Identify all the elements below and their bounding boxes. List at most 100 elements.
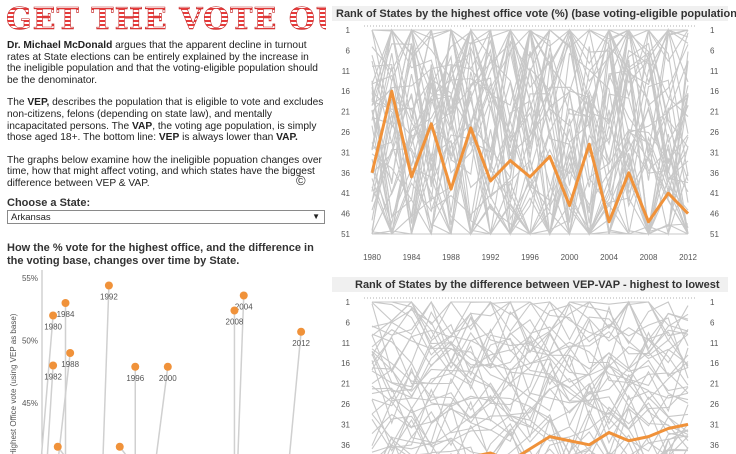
intro-paragraph-2: The VEP, describes the population that i… bbox=[7, 97, 324, 144]
y-tick-label-right: 36 bbox=[710, 169, 719, 178]
state-line bbox=[371, 415, 628, 454]
scatter-point bbox=[53, 442, 62, 451]
scatter-connector bbox=[58, 352, 71, 454]
y-tick-label-left: 6 bbox=[346, 46, 351, 55]
x-tick-label: 1992 bbox=[482, 253, 500, 262]
scatter-title: How the % vote for the highest office, a… bbox=[7, 242, 314, 267]
scatter-chart: Highest Office vote (using VEP as base) 5… bbox=[9, 270, 311, 454]
state-line bbox=[371, 310, 689, 386]
state-line bbox=[371, 388, 689, 452]
scatter-point bbox=[49, 311, 58, 320]
x-tick-label: 2004 bbox=[600, 253, 618, 262]
state-line bbox=[371, 30, 689, 235]
x-tick-label: 2000 bbox=[561, 253, 579, 262]
y-tick-label-right: 21 bbox=[710, 380, 719, 389]
y-tick-label-left: 6 bbox=[346, 318, 351, 327]
bottom-chart-title: Rank of States by the difference between… bbox=[355, 279, 720, 291]
scatter-point-label: 2004 bbox=[235, 303, 253, 312]
state-line bbox=[371, 429, 689, 454]
state-line bbox=[371, 418, 689, 454]
scatter-point bbox=[239, 291, 248, 300]
highlight-state-line bbox=[370, 89, 690, 224]
y-tick-label-left: 41 bbox=[341, 189, 350, 198]
y-tick-label-right: 36 bbox=[710, 441, 719, 450]
y-tick-label-left: 51 bbox=[341, 230, 350, 239]
scatter-point bbox=[297, 327, 306, 336]
state-line bbox=[383, 416, 689, 454]
scatter-point-label: 1984 bbox=[57, 310, 75, 319]
scatter-y-tick-label: 55% bbox=[22, 274, 38, 283]
y-tick-label-right: 11 bbox=[710, 339, 719, 348]
y-tick-label-right: 26 bbox=[710, 400, 719, 409]
state-line bbox=[371, 300, 689, 365]
y-tick-label-left: 46 bbox=[341, 210, 350, 219]
scatter-connector bbox=[155, 366, 169, 454]
y-tick-label-right: 1 bbox=[710, 26, 715, 35]
x-tick-label: 2012 bbox=[679, 253, 697, 262]
state-filter-label: Choose a State: bbox=[7, 197, 91, 209]
bottom-chart-title-bar bbox=[332, 277, 728, 292]
y-tick-label-right: 31 bbox=[710, 420, 719, 429]
x-tick-label: 1980 bbox=[363, 253, 381, 262]
x-tick-label: 1984 bbox=[403, 253, 421, 262]
y-tick-label-left: 11 bbox=[342, 67, 351, 76]
highlight-state-line bbox=[478, 422, 689, 454]
state-line bbox=[429, 446, 689, 454]
state-line bbox=[371, 69, 689, 237]
state-line bbox=[371, 358, 689, 428]
y-tick-label-left: 31 bbox=[341, 420, 350, 429]
state-line bbox=[372, 394, 689, 454]
scatter-y-tick-label: 45% bbox=[22, 399, 38, 408]
y-tick-label-right: 6 bbox=[710, 318, 715, 327]
scatter-connector bbox=[46, 365, 54, 454]
intro-text: Dr. Michael McDonald argues that the app… bbox=[7, 40, 325, 201]
y-tick-label-left: 31 bbox=[341, 148, 350, 157]
y-tick-label-left: 26 bbox=[341, 128, 350, 137]
state-line bbox=[371, 387, 689, 446]
y-tick-label-right: 16 bbox=[710, 87, 719, 96]
state-line bbox=[371, 332, 689, 406]
state-line bbox=[371, 46, 689, 186]
scatter-connector bbox=[237, 295, 245, 454]
y-tick-label-right: 6 bbox=[710, 46, 715, 55]
x-tick-label: 1996 bbox=[521, 253, 539, 262]
state-line bbox=[391, 406, 689, 454]
scatter-connector bbox=[102, 285, 110, 454]
y-tick-label-right: 46 bbox=[710, 210, 719, 219]
y-tick-label-right: 1 bbox=[710, 298, 715, 307]
y-tick-label-left: 36 bbox=[341, 441, 350, 450]
y-tick-label-left: 11 bbox=[342, 339, 351, 348]
state-line bbox=[371, 339, 689, 413]
state-line bbox=[371, 307, 689, 379]
scatter-point bbox=[163, 362, 172, 371]
state-line bbox=[371, 98, 689, 235]
intro-paragraph-1: Dr. Michael McDonald argues that the app… bbox=[7, 40, 318, 86]
left-panel: GET THE VOTE OUT! Dr. Michael McDonald a… bbox=[0, 0, 330, 454]
state-line bbox=[372, 300, 689, 341]
y-tick-label-right: 11 bbox=[710, 67, 719, 76]
scatter-y-tick-label: 50% bbox=[22, 337, 38, 346]
y-tick-label-right: 16 bbox=[710, 359, 719, 368]
state-line bbox=[371, 309, 689, 363]
y-tick-label-left: 1 bbox=[346, 26, 351, 35]
y-tick-label-left: 21 bbox=[341, 108, 350, 117]
scatter-point-label: 1992 bbox=[100, 293, 118, 302]
y-tick-label-right: 41 bbox=[710, 189, 719, 198]
state-dropdown[interactable]: Arkansas ▼ bbox=[7, 210, 325, 224]
top-chart-title-bar bbox=[332, 6, 728, 21]
scatter-point-label: 1996 bbox=[126, 374, 144, 383]
state-line bbox=[371, 68, 689, 236]
y-tick-label-left: 21 bbox=[341, 380, 350, 389]
scatter-point-label: 1982 bbox=[44, 373, 62, 382]
x-tick-label: 1988 bbox=[442, 253, 460, 262]
scatter-point bbox=[230, 306, 239, 315]
y-tick-label-left: 16 bbox=[341, 87, 350, 96]
scatter-point bbox=[104, 281, 113, 290]
y-tick-label-left: 1 bbox=[346, 298, 351, 307]
state-line bbox=[371, 300, 689, 356]
scatter-connector bbox=[40, 315, 54, 454]
scatter-connector bbox=[288, 331, 302, 454]
x-tick-label: 2008 bbox=[640, 253, 658, 262]
